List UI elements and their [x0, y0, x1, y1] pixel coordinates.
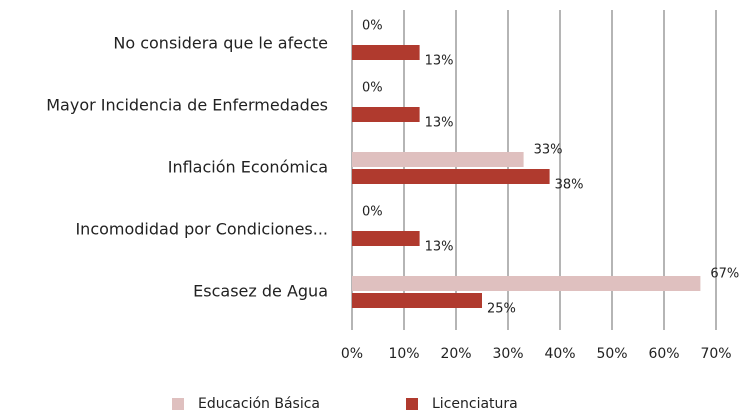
data-label: 38%: [555, 178, 584, 193]
data-label: 25%: [487, 302, 516, 317]
bar: [352, 152, 524, 167]
bar: [352, 107, 420, 122]
legend-swatch: [172, 398, 184, 410]
legend-label: Licenciatura: [432, 396, 518, 412]
x-tick-label: 40%: [544, 346, 575, 362]
data-label: 0%: [362, 19, 383, 34]
x-tick-label: 50%: [596, 346, 627, 362]
data-label: 13%: [425, 116, 454, 131]
x-tick-label: 60%: [648, 346, 679, 362]
data-label: 13%: [425, 240, 454, 255]
x-tick-label: 30%: [492, 346, 523, 362]
x-tick-label: 20%: [440, 346, 471, 362]
bar: [352, 45, 420, 60]
category-label: Mayor Incidencia de Enfermedades: [46, 96, 328, 115]
data-label: 67%: [710, 267, 739, 282]
data-label: 13%: [425, 54, 454, 69]
x-tick-label: 0%: [341, 346, 363, 362]
category-label: No considera que le afecte: [113, 34, 328, 53]
data-label: 0%: [362, 205, 383, 220]
bar: [352, 276, 701, 291]
bar: [352, 293, 482, 308]
bar: [352, 169, 550, 184]
category-label: Incomodidad por Condiciones...: [75, 220, 328, 239]
bar: [352, 231, 420, 246]
x-tick-label: 10%: [388, 346, 419, 362]
category-label: Inflación Económica: [168, 158, 328, 177]
data-label: 33%: [534, 143, 563, 158]
legend-label: Educación Básica: [198, 396, 320, 412]
data-label: 0%: [362, 81, 383, 96]
x-tick-label: 70%: [700, 346, 731, 362]
category-label: Escasez de Agua: [193, 282, 328, 301]
legend-swatch: [406, 398, 418, 410]
